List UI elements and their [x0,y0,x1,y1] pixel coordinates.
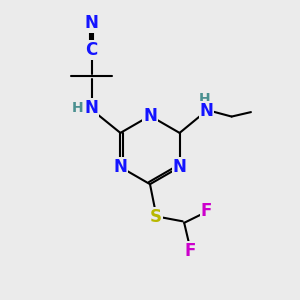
Text: N: N [200,102,213,120]
Text: N: N [173,158,187,176]
Text: H: H [72,100,84,115]
Text: S: S [150,208,162,226]
Text: N: N [85,14,98,32]
Text: N: N [113,158,127,176]
Text: C: C [85,41,98,59]
Text: N: N [143,107,157,125]
Text: F: F [201,202,212,220]
Text: F: F [184,242,196,260]
Text: N: N [85,99,98,117]
Text: H: H [199,92,211,106]
